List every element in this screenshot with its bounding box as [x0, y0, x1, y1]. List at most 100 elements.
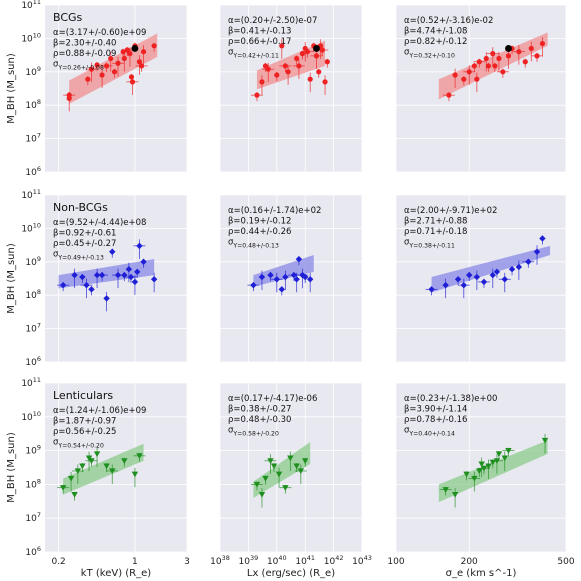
- data-point: [125, 266, 133, 273]
- fit-annotation: α=(0.16+/-1.74)e+02: [228, 206, 321, 216]
- chart-r0-c2: α=(0.52+/-3.16)e-02β=4.74+/-1.08ρ=0.82+/…: [404, 16, 548, 102]
- data-point: [495, 451, 503, 458]
- data-point: [471, 63, 477, 69]
- fit-annotation: β=3.90+/-1.14: [404, 405, 467, 415]
- data-point: [501, 276, 508, 283]
- data-point: [129, 79, 136, 85]
- data-point: [473, 273, 481, 281]
- y-tick-label: 109: [25, 444, 41, 457]
- data-point: [67, 475, 75, 482]
- data-point: [489, 271, 496, 279]
- data-point: [505, 53, 512, 59]
- chart-r2-c2: α=(0.23+/-1.38)e+00β=3.90+/-1.14ρ=0.78+/…: [404, 394, 549, 508]
- data-point: [460, 281, 467, 289]
- highlight-point: [505, 45, 512, 52]
- data-point: [313, 53, 320, 59]
- fit-annotation: ρ=0.66+/-0.17: [228, 37, 291, 47]
- data-point: [294, 55, 300, 62]
- y-tick-label: 108: [25, 288, 41, 301]
- fit-annotation: ρ=0.88+/-0.09: [53, 49, 116, 59]
- data-point: [127, 51, 133, 57]
- fit-annotation: β=0.92+/-0.61: [53, 229, 116, 239]
- data-point: [59, 485, 67, 491]
- data-point: [539, 235, 546, 242]
- data-point: [254, 92, 260, 98]
- fit-annotation: α=(3.17+/-0.60)e+09: [53, 28, 146, 38]
- fit-annotation: β=2.30+/-0.40: [53, 39, 116, 49]
- panel-r0-c0: 106 107 108 109 1010 1011: [21, 0, 188, 178]
- data-point: [304, 49, 311, 55]
- data-point: [452, 72, 458, 78]
- data-point: [111, 69, 118, 75]
- data-point: [88, 286, 95, 293]
- data-point: [428, 286, 435, 293]
- fit-band: [253, 441, 311, 498]
- data-point: [131, 278, 139, 286]
- data-point: [258, 492, 266, 498]
- fit-annotation: σY=0.54+/-0.20: [53, 438, 104, 450]
- x-tick-label: 1041: [295, 554, 315, 567]
- fit-annotation: σY=0.42+/-0.11: [228, 48, 279, 60]
- data-point: [128, 74, 135, 80]
- data-point: [463, 471, 470, 478]
- data-point: [466, 69, 472, 75]
- data-point: [287, 455, 294, 462]
- fit-annotation: ρ=0.45+/-0.27: [53, 239, 116, 249]
- y-tick-label: 106: [25, 355, 41, 368]
- x-tick-label: 1039: [239, 554, 259, 567]
- fit-annotation: α=(0.23+/-1.38)e+00: [404, 394, 497, 404]
- data-point: [316, 69, 322, 75]
- fit-annotation: ρ=0.56+/-0.25: [53, 427, 116, 437]
- chart-r2-c1: α=(0.17+/-4.17)e-06β=0.38+/-0.27ρ=0.48+/…: [228, 394, 317, 508]
- highlight-point: [131, 45, 139, 52]
- data-point: [108, 55, 114, 62]
- data-point: [88, 458, 95, 464]
- data-point: [307, 276, 314, 283]
- fit-annotation: β=1.87+/-0.97: [53, 417, 116, 427]
- data-point: [109, 468, 116, 475]
- fit-annotation: β=0.19+/-0.12: [228, 217, 291, 227]
- chart-r1-c0: α=(9.52+/-4.44)e+08β=0.92+/-0.61ρ=0.45+/…: [53, 218, 158, 312]
- data-point: [290, 271, 298, 279]
- data-point: [134, 268, 141, 276]
- data-point: [282, 273, 289, 281]
- data-point: [471, 475, 478, 482]
- panel-bg: [396, 5, 566, 172]
- data-point: [115, 60, 121, 66]
- fit-annotation: σY=0.58+/-0.20: [228, 426, 279, 438]
- fit-annotation: β=4.74+/-1.08: [404, 27, 467, 37]
- data-point: [442, 487, 449, 493]
- row-label: Non-BCGs: [53, 201, 108, 214]
- data-point: [103, 63, 110, 69]
- data-point: [493, 268, 501, 276]
- data-point: [516, 49, 522, 55]
- data-point: [265, 66, 271, 72]
- data-point: [528, 45, 534, 52]
- data-point: [454, 276, 462, 283]
- fit-annotation: α=(9.52+/-4.44)e+08: [53, 218, 146, 228]
- data-point: [253, 481, 261, 488]
- chart-r1-c1: α=(0.16+/-1.74)e+02β=0.19+/-0.12ρ=0.44+/…: [228, 206, 321, 296]
- data-point: [293, 463, 300, 470]
- fit-band: [431, 245, 551, 293]
- x-tick-label: 3: [184, 557, 190, 567]
- data-point: [99, 72, 105, 78]
- data-point: [71, 492, 78, 498]
- fit-annotation: ρ=0.44+/-0.26: [228, 227, 291, 237]
- data-point: [74, 468, 82, 475]
- x-tick-label: 1042: [324, 554, 344, 567]
- data-point: [121, 55, 127, 62]
- data-point: [442, 281, 449, 289]
- data-point: [262, 475, 269, 482]
- data-point: [293, 276, 300, 283]
- panel-bg: [396, 195, 566, 362]
- y-tick-label: 107: [25, 511, 41, 524]
- data-point: [508, 266, 516, 273]
- y-tick-label: 1010: [21, 410, 41, 423]
- x-tick-label: 1040: [267, 554, 287, 567]
- data-point: [493, 458, 501, 464]
- data-point: [319, 47, 325, 53]
- data-point: [485, 463, 492, 470]
- data-point: [522, 59, 528, 65]
- data-point: [79, 273, 86, 281]
